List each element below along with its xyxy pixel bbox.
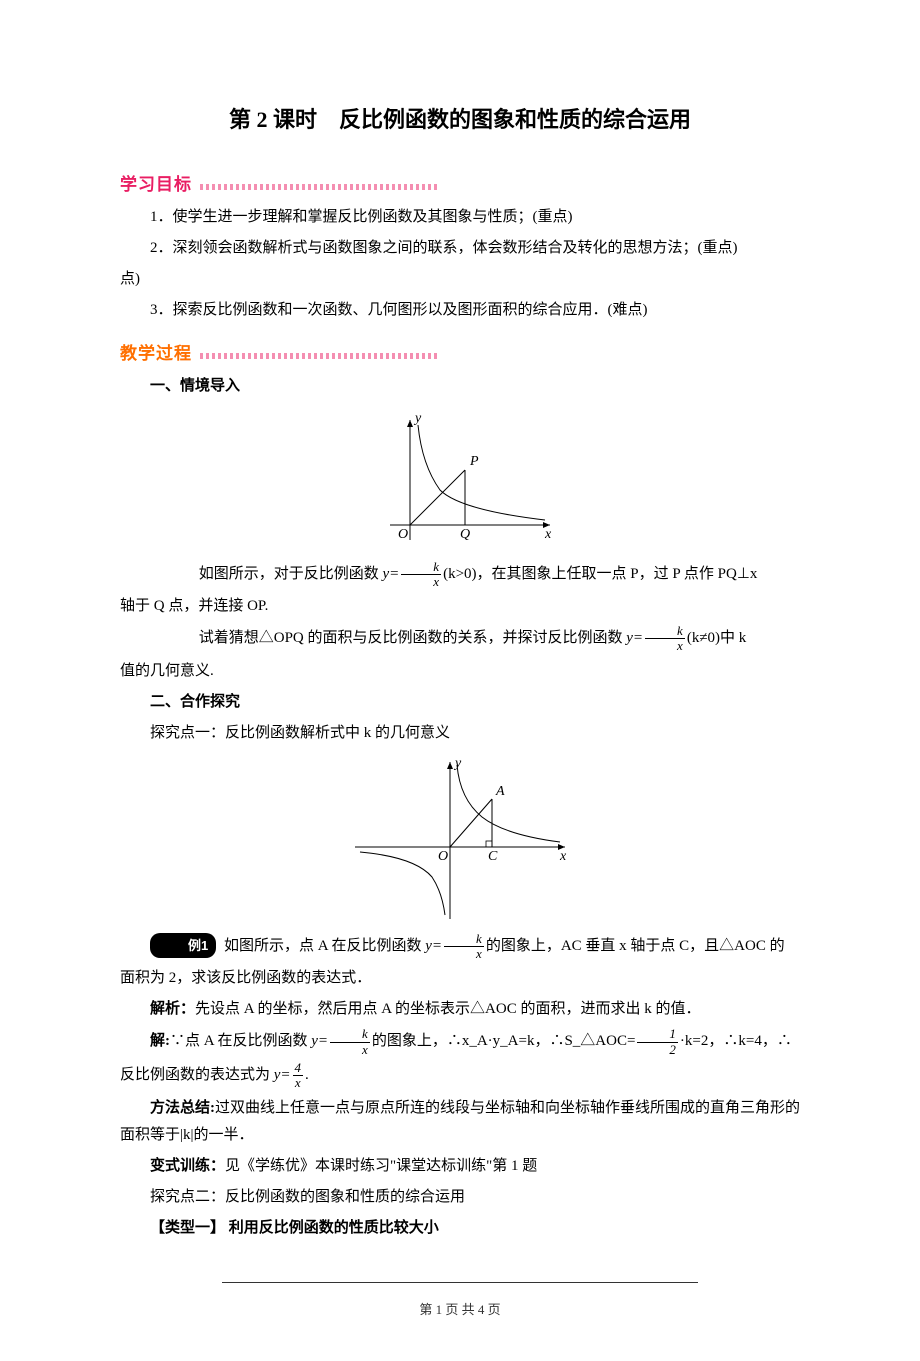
process-label: 教学过程 [120, 339, 192, 370]
label-O2: O [438, 849, 448, 864]
example-1-analysis: 解析：先设点 A 的坐标，然后用点 A 的坐标表示△AOC 的面积，进而求出 k… [120, 996, 800, 1023]
section-1-heading: 一、情境导入 [120, 373, 800, 400]
graph-1-svg: O Q P x y [360, 410, 560, 550]
figure-1: O Q P x y [120, 410, 800, 550]
objective-2b: 点) [120, 266, 800, 293]
banner-dots [200, 184, 440, 190]
page-title: 第 2 课时 反比例函数的图象和性质的综合运用 [120, 100, 800, 140]
page-number: 第 1 页 共 4 页 [120, 1298, 800, 1321]
example-tag: 例1 [150, 933, 216, 958]
graph-2-svg: O C A x y [350, 757, 570, 922]
intro-p1c: 轴于 Q 点，并连接 OP. [120, 593, 800, 620]
example-1-p1: 例1 如图所示，点 A 在反比例函数 y=kx的图象上，AC 垂直 x 轴于点 … [120, 932, 800, 962]
example-1-solution: 解:∵点 A 在反比例函数 y=kx的图象上，∴x_A·y_A=k，∴S_△AO… [120, 1027, 800, 1057]
label-O: O [398, 527, 408, 542]
explore-point-1: 探究点一：反比例函数解析式中 k 的几何意义 [120, 720, 800, 747]
example-1-sol-d: 反比例函数的表达式为 y=4x. [120, 1061, 800, 1091]
label-y2: y [453, 757, 462, 771]
method-summary: 方法总结:过双曲线上任意一点与原点所连的线段与坐标轴和向坐标轴作垂线所围成的直角… [120, 1095, 800, 1149]
section-2-heading: 二、合作探究 [120, 689, 800, 716]
objective-1: 1．使学生进一步理解和掌握反比例函数及其图象与性质；(重点) [120, 204, 800, 231]
intro-p2c: 值的几何意义. [120, 658, 800, 685]
objective-2: 2．深刻领会函数解析式与函数图象之间的联系，体会数形结合及转化的思想方法；(重点… [120, 235, 800, 262]
label-x2: x [559, 849, 567, 864]
label-Q: Q [460, 527, 470, 542]
objective-3: 3．探索反比例函数和一次函数、几何图形以及图形面积的综合应用．(难点) [120, 297, 800, 324]
label-C: C [488, 849, 498, 864]
footer-divider [222, 1282, 698, 1283]
intro-p2: 试着猜想△OPQ 的面积与反比例函数的关系，并探讨反比例函数 y=kx(k≠0)… [120, 624, 800, 654]
label-x: x [544, 527, 552, 542]
variant-training: 变式训练：见《学练优》本课时练习"课堂达标训练"第 1 题 [120, 1153, 800, 1180]
figure-2: O C A x y [120, 757, 800, 922]
objectives-banner: 学习目标 [120, 170, 800, 194]
label-P: P [469, 454, 479, 469]
objectives-label: 学习目标 [120, 170, 192, 201]
process-banner: 教学过程 [120, 339, 800, 363]
banner-dots [200, 353, 440, 359]
example-1-p1c: 面积为 2，求该反比例函数的表达式． [120, 965, 800, 992]
type-1-heading: 【类型一】 利用反比例函数的性质比较大小 [120, 1215, 800, 1242]
label-A: A [495, 784, 505, 799]
intro-p1: 如图所示，对于反比例函数 y=kx(k>0)，在其图象上任取一点 P，过 P 点… [120, 560, 800, 590]
explore-point-2: 探究点二：反比例函数的图象和性质的综合运用 [120, 1184, 800, 1211]
label-y: y [413, 411, 422, 426]
